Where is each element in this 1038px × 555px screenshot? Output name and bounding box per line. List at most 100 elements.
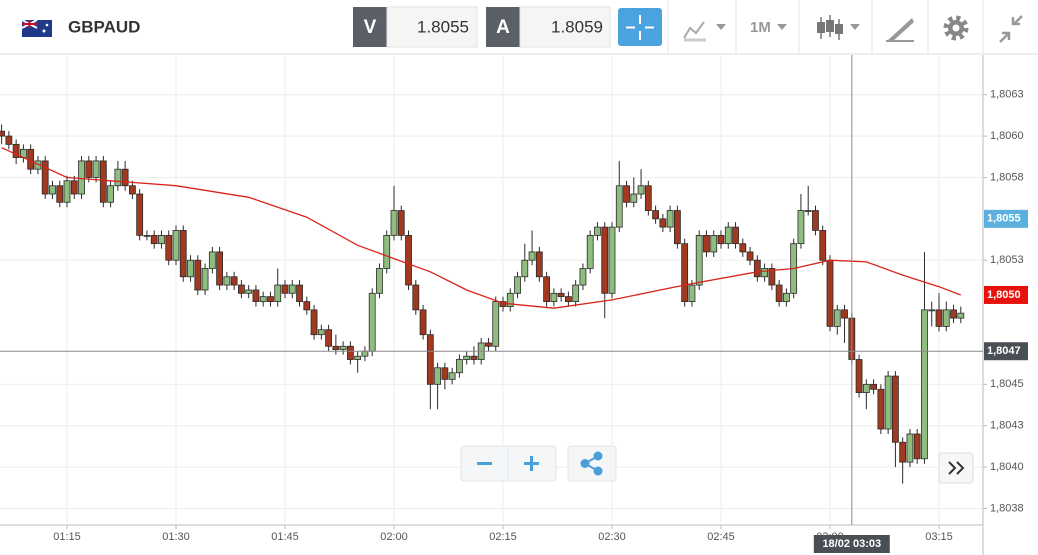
candle-body <box>703 234 710 253</box>
candle-body <box>485 342 492 347</box>
candle-body <box>935 309 943 327</box>
candle-body <box>470 355 478 360</box>
candle-body <box>390 210 398 236</box>
candle-body <box>187 259 194 278</box>
candle-body <box>368 292 376 352</box>
candle-body <box>717 234 725 245</box>
candle-body <box>681 243 689 302</box>
toolbar: GBPAUD V 1.8055 A 1.8059 1M <box>0 0 1038 55</box>
candle-body <box>361 350 369 357</box>
y-tick-label: 1,8045 <box>990 378 1024 390</box>
candle-body <box>332 345 340 350</box>
y-tick-label: 1,8043 <box>990 420 1024 432</box>
price-tag-label: 1,8055 <box>987 213 1021 225</box>
candle-body <box>797 210 805 245</box>
candle-body <box>165 234 173 261</box>
candle-body <box>216 251 224 286</box>
x-tick-label: 02:30 <box>598 531 626 543</box>
candle-body <box>252 289 260 302</box>
zoom-in-button[interactable] <box>524 456 539 471</box>
candle-body <box>535 251 543 278</box>
candle-body <box>710 234 718 253</box>
candle-body <box>150 234 158 245</box>
settings-button[interactable] <box>943 15 969 41</box>
candle-body <box>644 185 652 211</box>
candle-body <box>0 130 6 137</box>
y-tick-label: 1,8038 <box>990 502 1024 514</box>
ask-price: 1.8059 <box>551 17 603 36</box>
candle-body <box>753 259 761 278</box>
candle-body <box>826 259 834 327</box>
chart-type-button[interactable] <box>683 21 726 42</box>
candle-body <box>419 309 427 336</box>
x-tick-label: 02:00 <box>380 531 408 543</box>
candle-body <box>855 359 863 394</box>
candle-body <box>877 388 885 430</box>
ask-label: A <box>496 17 510 38</box>
candle-body <box>107 185 114 203</box>
candle-body <box>913 433 921 460</box>
flag <box>21 19 52 37</box>
candle-body <box>746 251 754 261</box>
candle-body <box>354 355 362 360</box>
crosshair-time-label: 18/02 03:03 <box>822 538 881 550</box>
crosshair-button[interactable] <box>618 8 662 46</box>
candle-body <box>833 309 841 327</box>
candle-body <box>521 259 529 278</box>
share-button[interactable] <box>567 445 617 482</box>
bid-button[interactable] <box>353 7 387 47</box>
candle-body <box>397 210 405 236</box>
price-tag <box>984 209 1028 228</box>
price-tag-label: 1,8050 <box>987 289 1021 301</box>
candle-body <box>12 143 20 159</box>
candle-body <box>688 284 696 302</box>
candle-body <box>870 383 877 390</box>
ask-button[interactable] <box>486 7 520 47</box>
candle-body <box>724 226 732 245</box>
x-tick-label: 02:15 <box>489 531 517 543</box>
candle-body <box>841 309 848 319</box>
candle-body <box>405 234 412 286</box>
candle-body <box>652 210 659 220</box>
y-tick-label: 1,8060 <box>990 130 1024 142</box>
candle-body <box>5 135 13 145</box>
candle-body <box>78 160 85 195</box>
candle-body <box>739 243 747 253</box>
crosshair-price-label: 1,8047 <box>987 345 1021 357</box>
candle-body <box>92 160 100 178</box>
symbol: GBPAUD <box>68 17 140 36</box>
crosshair-time-tag <box>813 535 890 553</box>
candle-body <box>862 383 870 394</box>
candle-body <box>543 276 550 302</box>
draw-button[interactable] <box>886 18 914 42</box>
candle-body <box>557 292 565 298</box>
timeframe: 1M <box>750 19 771 36</box>
candle-body <box>121 168 129 187</box>
candle-body <box>804 210 812 212</box>
zoom-controls <box>460 445 974 484</box>
candle-body <box>223 276 231 286</box>
candle-body <box>819 230 827 261</box>
x-tick-label: 02:45 <box>707 531 735 543</box>
candle-body <box>412 284 420 311</box>
candle-body <box>136 193 144 236</box>
collapse-button[interactable] <box>999 15 1023 43</box>
candle-type-button[interactable] <box>817 15 860 40</box>
candle-body <box>56 185 64 203</box>
candle-body <box>201 268 209 291</box>
candle-body <box>310 309 318 336</box>
candle-body <box>339 345 347 350</box>
candle-body <box>179 230 187 278</box>
candle-body <box>245 289 253 294</box>
timeframe-button[interactable]: 1M <box>750 19 787 36</box>
candle-body <box>775 284 783 302</box>
crosshair-icon <box>626 15 654 40</box>
candle-body <box>892 375 899 443</box>
x-tick-label: 01:30 <box>162 531 190 543</box>
candle-body <box>346 345 354 360</box>
candle-body <box>783 292 790 302</box>
candle-body <box>114 168 122 187</box>
candle-body <box>550 292 558 302</box>
bid-price: 1.8055 <box>417 17 469 36</box>
